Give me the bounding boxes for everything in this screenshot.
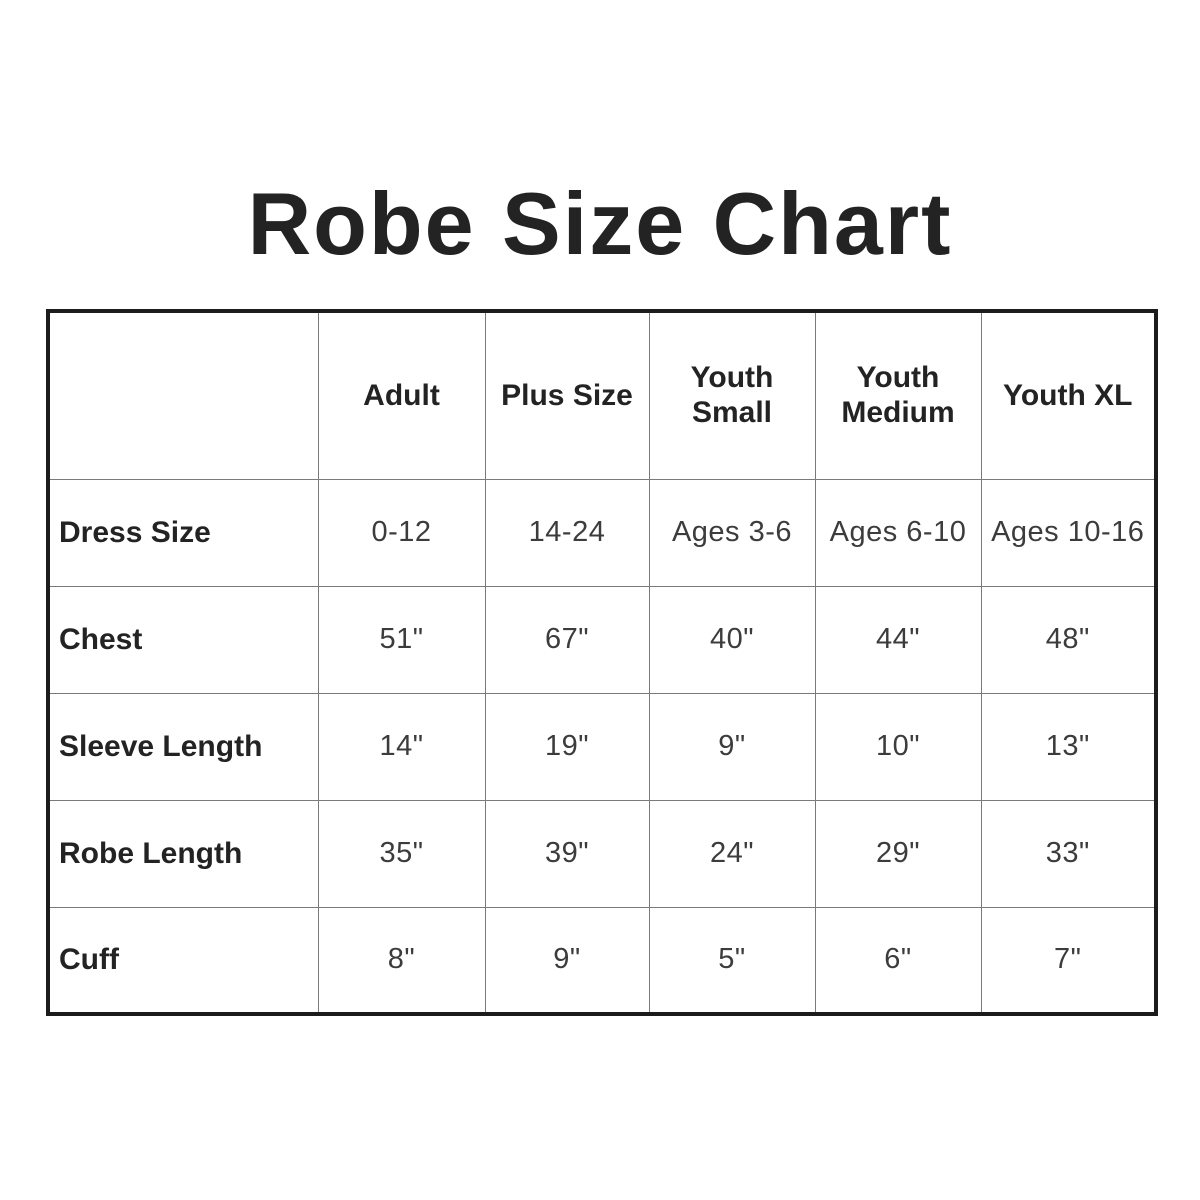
cell-robe-length-youth-small: 24" xyxy=(648,799,816,908)
cell-sleeve-length-youth-small: 9" xyxy=(648,692,816,801)
table-row-dress-size: Dress Size 0-12 14-24 Ages 3-6 Ages 6-10… xyxy=(47,478,1157,587)
cell-sleeve-length-youth-medium: 10" xyxy=(814,692,982,801)
column-header-youth-small: Youth Small xyxy=(648,310,816,480)
row-label-cuff: Cuff xyxy=(47,906,319,1015)
cell-dress-size-youth-small: Ages 3-6 xyxy=(648,478,816,587)
cell-robe-length-youth-medium: 29" xyxy=(814,799,982,908)
row-label-sleeve-length: Sleeve Length xyxy=(47,692,319,801)
cell-robe-length-youth-xl: 33" xyxy=(980,799,1157,908)
page-title: Robe Size Chart xyxy=(247,174,953,273)
column-header-adult: Adult xyxy=(317,310,486,480)
robe-size-chart-table: Adult Plus Size Youth Small Youth Medium… xyxy=(46,309,1158,1016)
cell-dress-size-youth-medium: Ages 6-10 xyxy=(814,478,982,587)
cell-dress-size-youth-xl: Ages 10-16 xyxy=(980,478,1157,587)
cell-cuff-adult: 8" xyxy=(317,906,486,1015)
cell-dress-size-plus-size: 14-24 xyxy=(484,478,650,587)
table-row-robe-length: Robe Length 35" 39" 24" 29" 33" xyxy=(47,799,1157,908)
row-label-chest: Chest xyxy=(47,585,319,694)
cell-cuff-youth-small: 5" xyxy=(648,906,816,1015)
cell-sleeve-length-adult: 14" xyxy=(317,692,486,801)
cell-cuff-plus-size: 9" xyxy=(484,906,650,1015)
column-header-blank xyxy=(47,310,319,480)
column-header-youth-medium: Youth Medium xyxy=(814,310,982,480)
cell-cuff-youth-xl: 7" xyxy=(980,906,1157,1015)
cell-robe-length-adult: 35" xyxy=(317,799,486,908)
header-row: Adult Plus Size Youth Small Youth Medium… xyxy=(47,310,1157,480)
column-header-youth-xl: Youth XL xyxy=(980,310,1157,480)
cell-chest-plus-size: 67" xyxy=(484,585,650,694)
cell-dress-size-adult: 0-12 xyxy=(317,478,486,587)
cell-chest-youth-xl: 48" xyxy=(980,585,1157,694)
column-header-plus-size: Plus Size xyxy=(484,310,650,480)
table-row-cuff: Cuff 8" 9" 5" 6" 7" xyxy=(47,906,1157,1015)
cell-chest-youth-small: 40" xyxy=(648,585,816,694)
cell-chest-adult: 51" xyxy=(317,585,486,694)
cell-cuff-youth-medium: 6" xyxy=(814,906,982,1015)
cell-chest-youth-medium: 44" xyxy=(814,585,982,694)
row-label-robe-length: Robe Length xyxy=(47,799,319,908)
table-row-chest: Chest 51" 67" 40" 44" 48" xyxy=(47,585,1157,694)
row-label-dress-size: Dress Size xyxy=(47,478,319,587)
cell-robe-length-plus-size: 39" xyxy=(484,799,650,908)
cell-sleeve-length-plus-size: 19" xyxy=(484,692,650,801)
cell-sleeve-length-youth-xl: 13" xyxy=(980,692,1157,801)
table-row-sleeve-length: Sleeve Length 14" 19" 9" 10" 13" xyxy=(47,692,1157,801)
